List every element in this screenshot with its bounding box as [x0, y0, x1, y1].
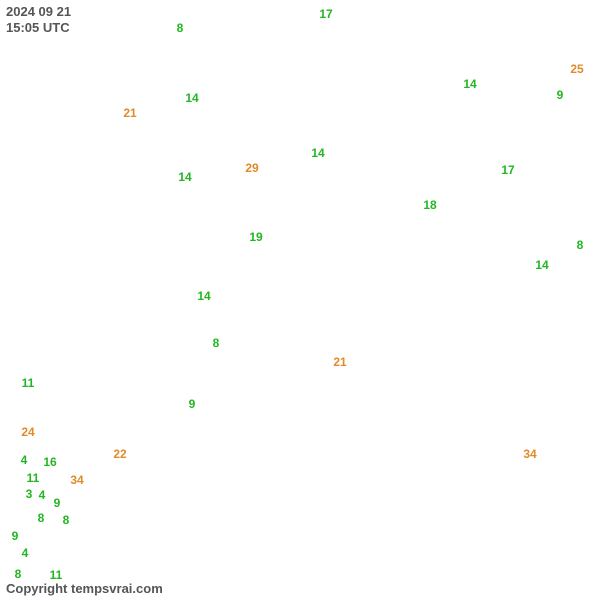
copyright: Copyright tempsvrai.com: [6, 581, 163, 596]
data-point: 25: [570, 62, 583, 76]
data-point: 8: [15, 567, 22, 581]
data-point: 21: [123, 106, 136, 120]
data-point: 8: [177, 21, 184, 35]
data-point: 3: [26, 487, 33, 501]
data-point: 19: [249, 230, 262, 244]
data-point: 9: [189, 397, 196, 411]
data-point: 11: [50, 568, 63, 582]
data-point: 9: [54, 496, 61, 510]
data-point: 14: [535, 258, 548, 272]
data-point: 11: [27, 471, 40, 485]
data-point: 34: [70, 473, 83, 487]
data-point: 17: [319, 7, 332, 21]
timestamp-time: 15:05 UTC: [6, 20, 70, 35]
data-point: 34: [523, 447, 536, 461]
data-point: 21: [333, 355, 346, 369]
data-point: 14: [311, 146, 324, 160]
data-point: 22: [113, 447, 126, 461]
data-point: 14: [197, 289, 210, 303]
data-point: 8: [63, 513, 70, 527]
data-point: 29: [245, 161, 258, 175]
data-point: 8: [213, 336, 220, 350]
data-point: 9: [557, 88, 564, 102]
timestamp-date: 2024 09 21: [6, 4, 71, 19]
data-point: 8: [577, 238, 584, 252]
data-point: 11: [22, 376, 35, 390]
data-point: 14: [185, 91, 198, 105]
data-point: 9: [12, 529, 19, 543]
data-point: 16: [43, 455, 56, 469]
data-point: 24: [21, 425, 34, 439]
timestamp: 2024 09 21 15:05 UTC: [6, 4, 71, 35]
data-point: 4: [21, 453, 28, 467]
map-canvas: 2024 09 21 15:05 UTC 17 8 25 14 9 14 21 14 29 17 1…: [0, 0, 600, 600]
data-point: 17: [501, 163, 514, 177]
data-point: 4: [22, 546, 29, 560]
data-point: 18: [423, 198, 436, 212]
data-point: 8: [38, 511, 45, 525]
data-point: 14: [463, 77, 476, 91]
data-point: 4: [39, 488, 46, 502]
data-point: 14: [178, 170, 191, 184]
